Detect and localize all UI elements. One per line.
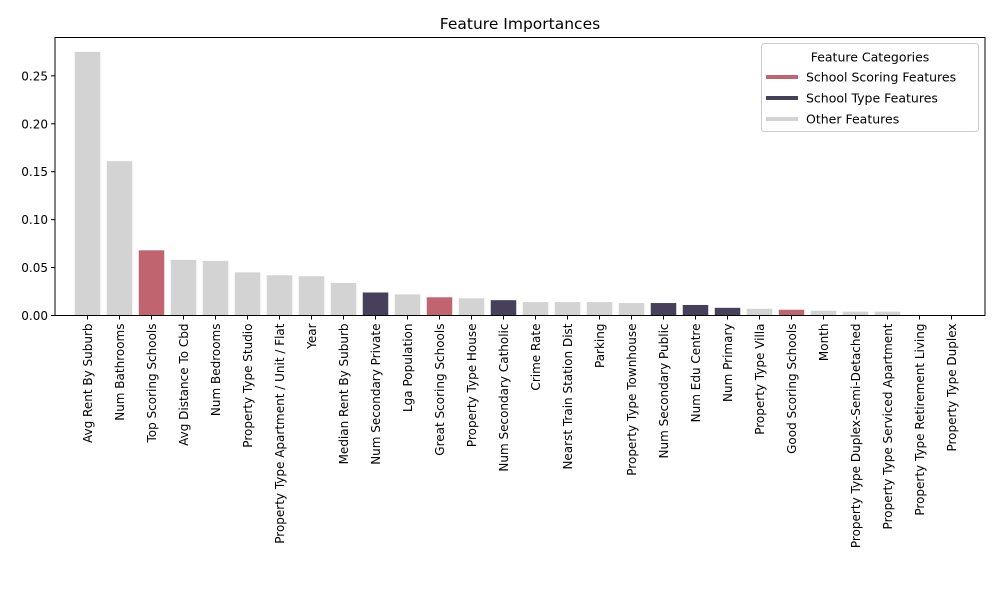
bar-24 <box>810 310 837 316</box>
bar-7 <box>266 275 293 316</box>
bar-23 <box>778 309 805 316</box>
y-tick-label: 0.15 <box>21 165 48 179</box>
x-tick-label: Num Secondary Public <box>657 324 671 459</box>
x-tick-label: Property Type Duplex <box>945 324 959 452</box>
plot-frame <box>54 37 986 316</box>
bar-22 <box>746 308 773 316</box>
x-tick-label: Year <box>305 323 319 349</box>
x-tick-label: Property Type House <box>465 324 479 448</box>
x-tick-label: Great Scoring Schools <box>433 324 447 456</box>
bar-17 <box>586 302 613 316</box>
y-tick-label: 0.25 <box>21 69 48 83</box>
bar-10 <box>362 292 389 316</box>
x-tick-label: Parking <box>593 324 607 369</box>
x-tick-label: Num Bathrooms <box>113 324 127 421</box>
x-tick-label: Num Secondary Private <box>369 324 383 465</box>
x-tick-label: Num Primary <box>721 324 735 402</box>
x-tick-label: Crime Rate <box>529 324 543 391</box>
bar-20 <box>682 304 709 316</box>
y-axis: 0.00 0.05 0.10 0.15 0.20 0.25 <box>21 69 55 323</box>
bar-12 <box>426 297 453 316</box>
x-axis: Avg Rent By Suburb Num Bathrooms Top Scori… <box>81 315 959 549</box>
bar-3 <box>138 250 165 316</box>
bar-18 <box>618 303 645 316</box>
x-tick-label: Avg Rent By Suburb <box>81 324 95 444</box>
legend: Feature Categories School Scoring Feature… <box>761 43 979 132</box>
bars-layer <box>74 51 901 316</box>
chart-title: Feature Importances <box>440 15 600 33</box>
bar-13 <box>458 298 485 316</box>
x-tick-label: Num Bedrooms <box>209 324 223 417</box>
x-tick-label: Property Type Townhouse <box>625 324 639 476</box>
bar-1 <box>74 51 101 316</box>
legend-label-other: Other Features <box>806 112 899 127</box>
bar-8 <box>298 276 325 316</box>
x-tick-label: Top Scoring Schools <box>145 324 159 444</box>
x-tick-label: Property Type Serviced Apartment <box>881 323 895 529</box>
bar-6 <box>234 272 261 316</box>
x-tick-label: Property Type Retirement Living <box>913 324 927 516</box>
x-tick-label: Nearst Train Station Dist <box>561 323 575 469</box>
legend-title: Feature Categories <box>811 50 930 65</box>
x-tick-label: Good Scoring Schools <box>785 324 799 454</box>
x-tick-label: Avg Distance To Cbd <box>177 324 191 446</box>
bar-19 <box>650 303 677 316</box>
bar-14 <box>490 300 517 316</box>
bar-9 <box>330 282 357 316</box>
bar-2 <box>106 161 133 316</box>
y-tick-label: 0.20 <box>21 117 48 131</box>
bar-16 <box>554 302 581 316</box>
legend-label-school-scoring: School Scoring Features <box>806 70 956 85</box>
bar-15 <box>522 302 549 316</box>
x-tick-label: Property Type Apartment / Unit / Flat <box>273 323 287 544</box>
bar-25 <box>842 311 869 316</box>
bar-21 <box>714 307 741 316</box>
legend-label-school-type: School Type Features <box>806 91 938 106</box>
x-tick-label: Property Type Duplex-Semi-Detached <box>849 324 863 549</box>
x-tick-label: Property Type Villa <box>753 324 767 435</box>
x-tick-label: Lga Population <box>401 324 415 413</box>
y-tick-label: 0.05 <box>21 261 48 275</box>
y-tick-label: 0.10 <box>21 213 48 227</box>
x-tick-label: Median Rent By Suburb <box>337 324 351 465</box>
x-tick-label: Num Secondary Catholic <box>497 324 511 472</box>
x-tick-label: Property Type Studio <box>241 324 255 448</box>
bar-11 <box>394 294 421 316</box>
legend-box <box>761 43 979 132</box>
bar-5 <box>202 260 229 316</box>
x-tick-label: Num Edu Centre <box>689 324 703 423</box>
y-tick-label: 0.00 <box>21 309 48 323</box>
x-tick-label: Month <box>817 324 831 362</box>
bar-4 <box>170 259 197 316</box>
bar-26 <box>874 311 901 316</box>
